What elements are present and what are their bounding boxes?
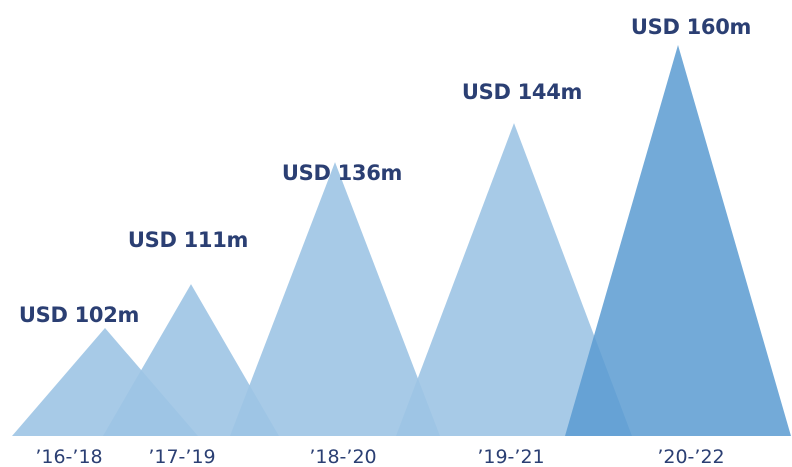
triangle-bar-2: [103, 284, 279, 436]
x-tick-label-2: ’17-’19: [148, 446, 215, 467]
value-label-2: USD 111m: [128, 228, 248, 252]
value-label-3: USD 136m: [282, 161, 402, 185]
x-tick-label-1: ’16-’18: [35, 446, 102, 467]
triangle-bar-5: [565, 45, 791, 436]
triangle-bar-4: [396, 123, 632, 436]
x-tick-label-3: ’18-’20: [309, 446, 376, 467]
value-label-1: USD 102m: [19, 303, 139, 327]
value-label-5: USD 160m: [631, 15, 751, 39]
x-tick-label-4: ’19-’21: [477, 446, 544, 467]
triangle-bar-3: [230, 162, 440, 436]
x-axis-tick-labels: ’16-’18 ’17-’19 ’18-’20 ’19-’21 ’20-’22: [35, 446, 724, 467]
value-labels: USD 102m USD 111m USD 136m USD 144m USD 160m: [19, 15, 752, 327]
value-label-4: USD 144m: [462, 80, 582, 104]
chart-marks: [12, 45, 791, 436]
x-tick-label-5: ’20-’22: [657, 446, 724, 467]
